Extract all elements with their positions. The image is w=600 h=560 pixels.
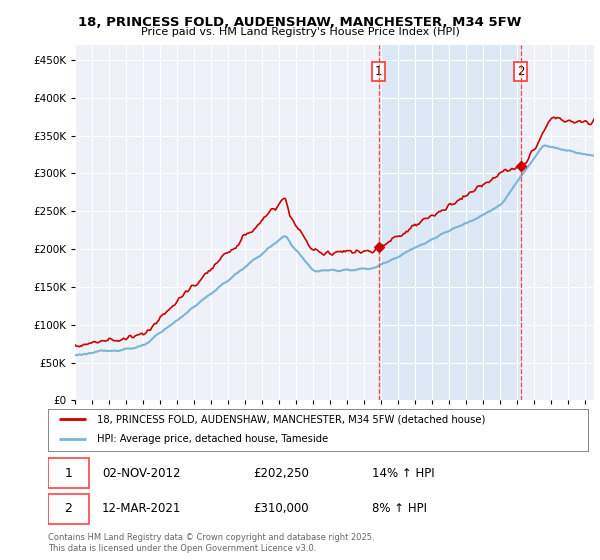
Text: 12-MAR-2021: 12-MAR-2021 [102,502,181,515]
FancyBboxPatch shape [48,494,89,524]
Text: Contains HM Land Registry data © Crown copyright and database right 2025.
This d: Contains HM Land Registry data © Crown c… [48,533,374,553]
Text: 1: 1 [65,466,73,480]
FancyBboxPatch shape [48,458,89,488]
Text: 2: 2 [517,65,524,78]
Text: HPI: Average price, detached house, Tameside: HPI: Average price, detached house, Tame… [97,434,328,444]
Text: 18, PRINCESS FOLD, AUDENSHAW, MANCHESTER, M34 5FW (detached house): 18, PRINCESS FOLD, AUDENSHAW, MANCHESTER… [97,414,485,424]
Text: 8% ↑ HPI: 8% ↑ HPI [372,502,427,515]
Text: Price paid vs. HM Land Registry's House Price Index (HPI): Price paid vs. HM Land Registry's House … [140,27,460,37]
Text: 2: 2 [65,502,73,515]
Text: £202,250: £202,250 [253,466,309,480]
Bar [379,45,521,400]
Text: 02-NOV-2012: 02-NOV-2012 [102,466,181,480]
Text: 18, PRINCESS FOLD, AUDENSHAW, MANCHESTER, M34 5FW: 18, PRINCESS FOLD, AUDENSHAW, MANCHESTER… [79,16,521,29]
Text: 1: 1 [375,65,382,78]
Text: 14% ↑ HPI: 14% ↑ HPI [372,466,434,480]
Text: £310,000: £310,000 [253,502,309,515]
